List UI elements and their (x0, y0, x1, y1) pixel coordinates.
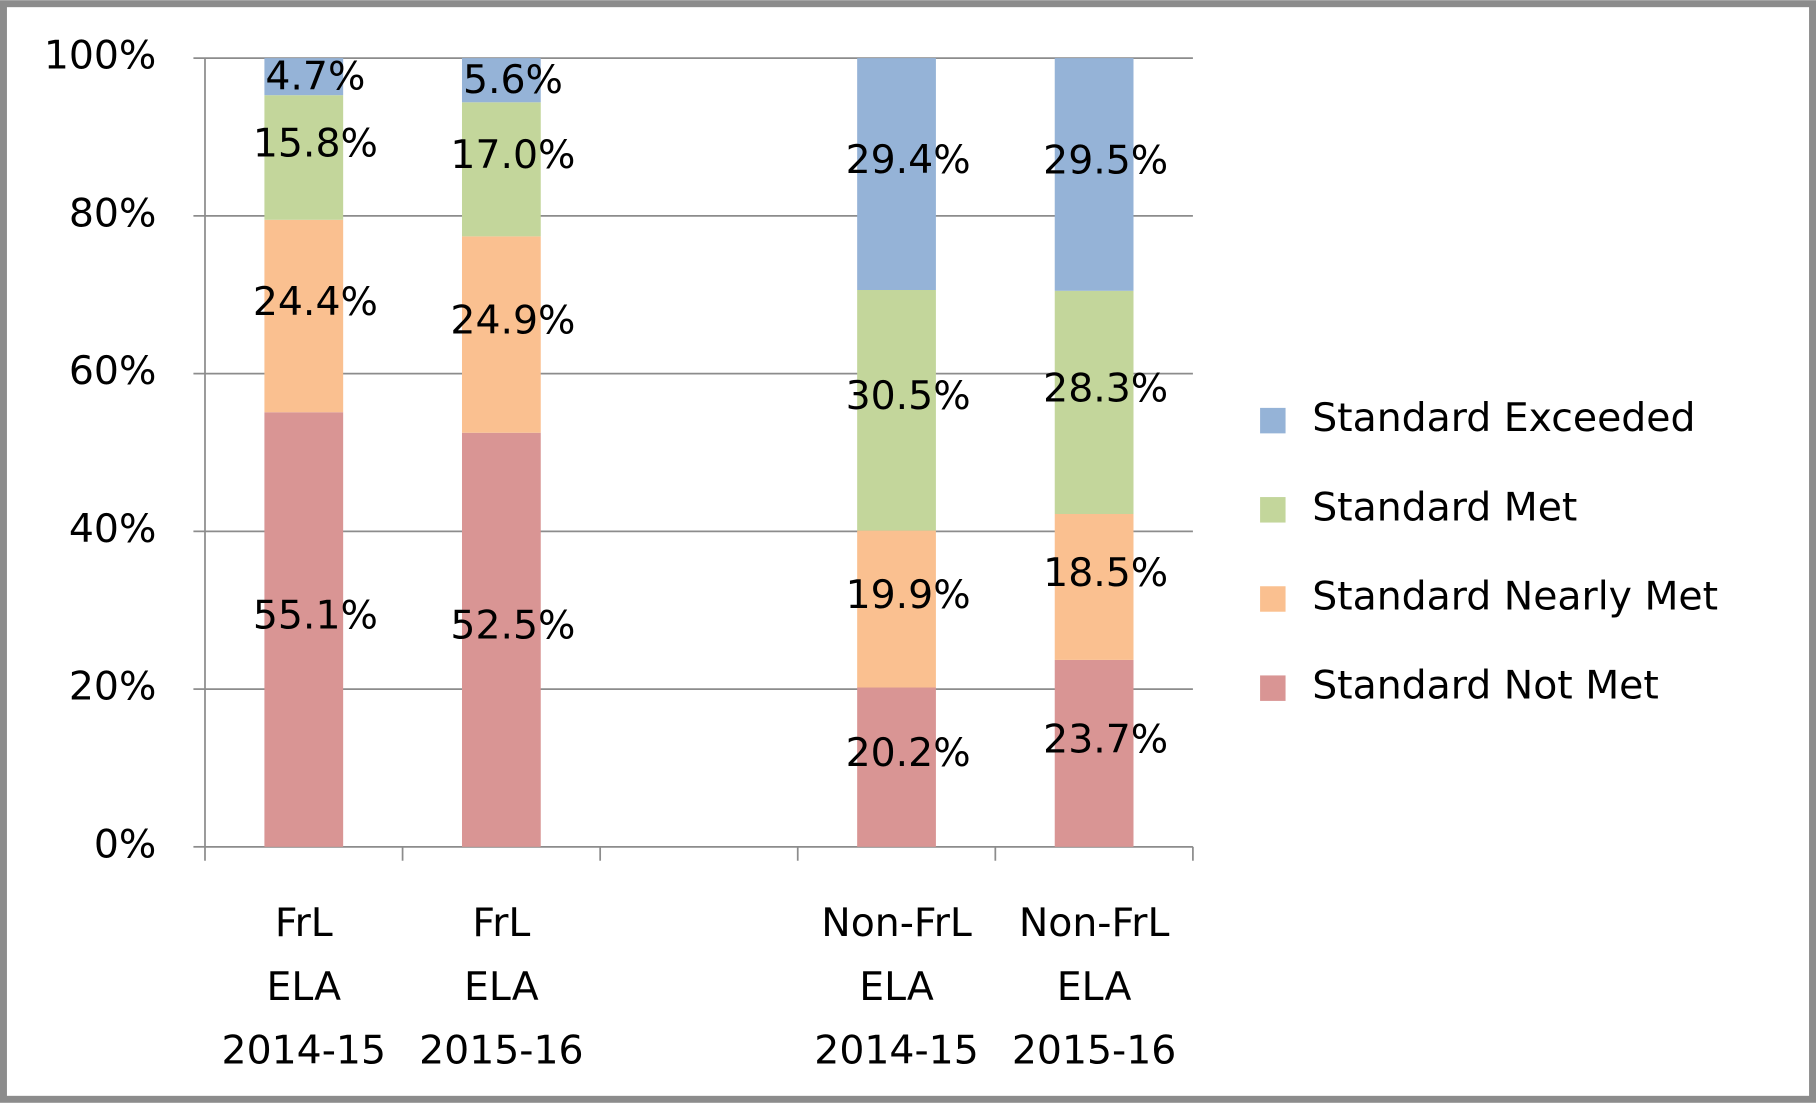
data-label: 23.7% (1043, 716, 1168, 762)
x-tick-label: Non-FrL (821, 900, 972, 946)
x-tick-label: FrL (472, 900, 530, 946)
y-tick-label: 0% (94, 821, 156, 867)
bar-segment (461, 236, 541, 433)
data-label: 55.1% (253, 592, 378, 638)
x-tick-label: 2014-15 (814, 1027, 978, 1073)
bar-segment (264, 412, 344, 847)
legend-swatch (1260, 497, 1286, 523)
x-tick-label: ELA (464, 964, 539, 1010)
data-label: 28.3% (1043, 365, 1168, 411)
x-tick-label: ELA (859, 964, 934, 1010)
bar-segment (264, 219, 344, 413)
x-tick-label: ELA (1057, 964, 1132, 1010)
data-label: 52.5% (450, 603, 575, 649)
data-label: 4.7% (265, 53, 365, 99)
data-label: 17.0% (450, 132, 575, 178)
bar-segment (461, 58, 541, 103)
data-label: 20.2% (846, 730, 971, 776)
legend-swatch (1260, 675, 1286, 701)
bar-segment (264, 58, 344, 96)
data-label: 15.8% (253, 120, 378, 166)
bar-segment (857, 58, 936, 291)
y-tick-label: 20% (69, 664, 156, 710)
bar-segment (1054, 659, 1134, 847)
bar-segment (857, 530, 936, 688)
legend-swatch (1260, 586, 1286, 612)
legend-label: Standard Nearly Met (1312, 573, 1718, 619)
legend-label: Standard Not Met (1312, 663, 1659, 709)
data-label: 29.5% (1043, 137, 1168, 183)
data-label: 24.9% (450, 297, 575, 343)
x-tick-label: Non-FrL (1019, 900, 1170, 946)
x-tick-label: 2015-16 (1012, 1027, 1176, 1073)
bar-segment (857, 290, 936, 531)
x-tick-label: 2014-15 (222, 1027, 386, 1073)
data-label: 19.9% (846, 572, 971, 618)
y-tick-label: 40% (69, 506, 156, 552)
legend-label: Standard Exceeded (1312, 395, 1695, 441)
bar-segment (857, 687, 936, 847)
y-tick-label: 80% (69, 190, 156, 236)
bar-segment (1054, 290, 1134, 514)
legend-label: Standard Met (1312, 484, 1577, 530)
legend-swatch (1260, 407, 1286, 434)
x-tick-label: ELA (266, 964, 341, 1010)
bar-segment (461, 102, 541, 237)
bar-segment (461, 432, 541, 847)
data-label: 29.4% (846, 137, 971, 183)
y-tick-label: 60% (69, 348, 156, 394)
bar-segment (1054, 58, 1134, 291)
data-label: 18.5% (1043, 550, 1168, 596)
bar-segment (264, 95, 344, 220)
x-tick-label: 2015-16 (419, 1027, 583, 1073)
x-tick-label: FrL (275, 900, 333, 946)
bar-segment (1054, 513, 1134, 660)
data-label: 30.5% (846, 373, 971, 419)
y-tick-label: 100% (44, 33, 157, 79)
data-label: 24.4% (253, 279, 378, 325)
data-label: 5.6% (463, 57, 563, 103)
